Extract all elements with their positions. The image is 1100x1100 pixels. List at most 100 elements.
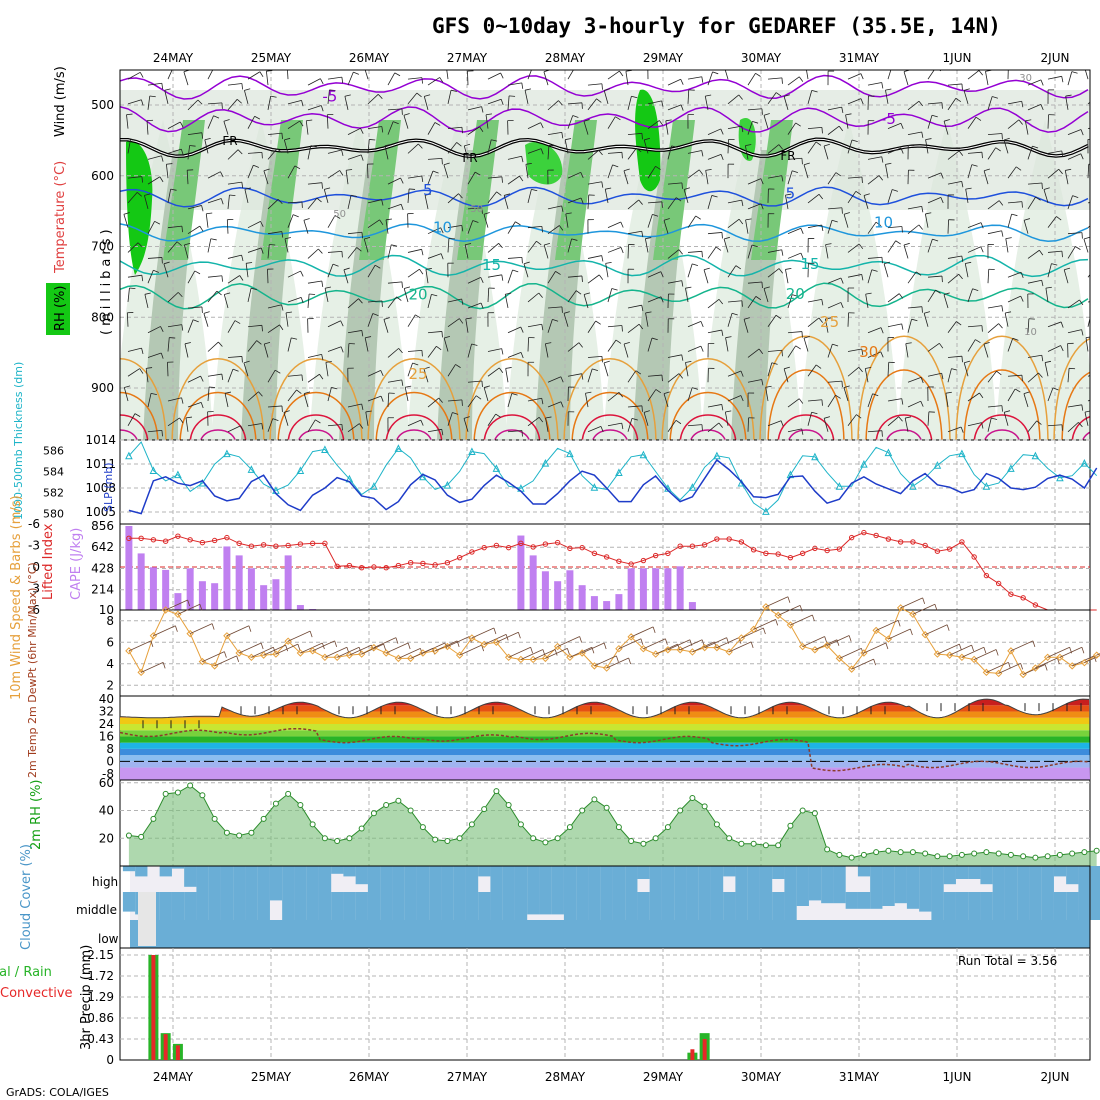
wind-barb — [667, 104, 682, 111]
date-label-top: 26MAY — [349, 51, 390, 65]
wind10m-barb — [520, 649, 544, 660]
wind-barb — [885, 164, 889, 179]
cloud-middle-bar — [184, 892, 197, 920]
freezing-label: FR — [222, 134, 237, 148]
cape-li-series — [120, 524, 1097, 611]
wind-barb-flag — [220, 198, 224, 205]
cloud-middle-bar — [894, 892, 907, 904]
wind-barb-flag — [855, 190, 862, 196]
wind-barb — [803, 337, 809, 352]
wind-barb — [704, 96, 709, 110]
wind-barb-flag — [1024, 218, 1031, 221]
wind-barb-flag — [491, 139, 498, 142]
temp-band — [120, 736, 1090, 743]
temp2m-tick-label: -8 — [102, 767, 114, 781]
contour-30 — [865, 369, 943, 440]
wind10m-barb — [300, 642, 323, 654]
wind-barb-flag — [911, 318, 918, 322]
cloud-middle-bar — [257, 892, 270, 920]
rh2m-marker — [995, 850, 1002, 857]
wind-barb — [164, 90, 169, 104]
wind-barb-flag — [475, 395, 482, 400]
rh2m-marker — [664, 824, 671, 831]
lifted-index-marker — [493, 542, 500, 549]
cloud-middle-bar — [612, 892, 626, 920]
wind-label: Wind (m/s) — [53, 66, 68, 137]
thickness-marker — [443, 481, 452, 489]
cloud-high-bar — [906, 866, 920, 892]
wind-barb-flag — [825, 317, 832, 320]
wind-barb-flag — [821, 127, 823, 134]
rh2m-marker — [762, 842, 769, 849]
date-label-bottom: 1JUN — [943, 1070, 972, 1084]
wind-barb — [727, 395, 742, 402]
wind-barb-flag — [561, 205, 564, 212]
wind-barb-flag — [605, 187, 612, 190]
cape-bar — [676, 566, 684, 610]
wind-barb — [407, 143, 419, 154]
lifted-index-marker — [922, 542, 928, 549]
wind-barb — [427, 77, 440, 86]
wind-barb — [927, 372, 942, 377]
wind-barb — [847, 73, 862, 80]
wind-barb — [307, 145, 312, 160]
wind-barb — [387, 348, 399, 358]
precip-bars — [120, 948, 1090, 1060]
wind10m-barb — [655, 643, 678, 655]
date-label-bottom: 29MAY — [643, 1070, 684, 1084]
wind-barb — [467, 126, 480, 135]
lifted-index-marker — [897, 539, 904, 545]
thickness-marker — [321, 445, 329, 453]
wind-barb-flag — [903, 242, 910, 246]
wind-barb — [1007, 166, 1017, 179]
wind-barb-flag — [1041, 280, 1044, 287]
wind-barb — [1007, 295, 1021, 303]
wind-barb — [1067, 232, 1082, 235]
wind-barb — [687, 263, 693, 278]
slp-tick-label: 1011 — [85, 457, 116, 471]
wind-barb-flag — [1020, 295, 1024, 302]
contour-30 — [767, 369, 845, 440]
date-label-top: 31MAY — [839, 51, 880, 65]
thickness-marker — [762, 507, 770, 515]
wind-barb-flag — [385, 218, 393, 221]
wind10m-barb-flag — [971, 645, 975, 652]
rh2m-marker — [971, 850, 978, 857]
wind-barb-flag — [583, 119, 590, 122]
wind-barb-flag — [1044, 360, 1052, 363]
wind-barb — [187, 145, 191, 160]
wind-barb-flag — [498, 243, 503, 249]
wind-barb — [267, 244, 270, 259]
lifted-index-marker — [309, 540, 316, 547]
wind10m-barb — [753, 618, 776, 630]
wind-barb — [427, 122, 436, 135]
wind-barb — [763, 288, 769, 303]
lifted-index-marker — [150, 537, 157, 543]
precip-convective-bar — [702, 1039, 707, 1060]
wind-barb — [623, 343, 629, 358]
wind-barb-flag — [659, 120, 664, 126]
cloud-middle-bar — [1029, 892, 1042, 920]
rh2m-marker — [885, 847, 892, 854]
wind-barb — [543, 71, 549, 86]
wind-barb-flag — [184, 342, 191, 345]
wind-barb — [967, 288, 973, 303]
wind-barb — [263, 343, 269, 358]
wind-barb-flag — [692, 263, 699, 267]
thickness-marker — [468, 447, 476, 456]
wind-barb-flag — [863, 193, 870, 196]
wind-barb — [1027, 372, 1039, 383]
wind-barb-flag — [635, 370, 642, 375]
contour-label: 10 — [874, 213, 893, 231]
wind10m-barb — [949, 644, 972, 656]
lifted-index-marker — [456, 554, 463, 561]
wind10m-barb — [1047, 646, 1070, 658]
wind-barb — [227, 254, 242, 259]
rh2m-marker — [946, 853, 953, 860]
wind-barb-flag — [185, 416, 193, 419]
lifted-index-marker — [187, 537, 193, 543]
wind-barb — [627, 199, 640, 210]
wind-barb-flag — [541, 324, 544, 331]
cloud-low-gap — [138, 892, 156, 946]
